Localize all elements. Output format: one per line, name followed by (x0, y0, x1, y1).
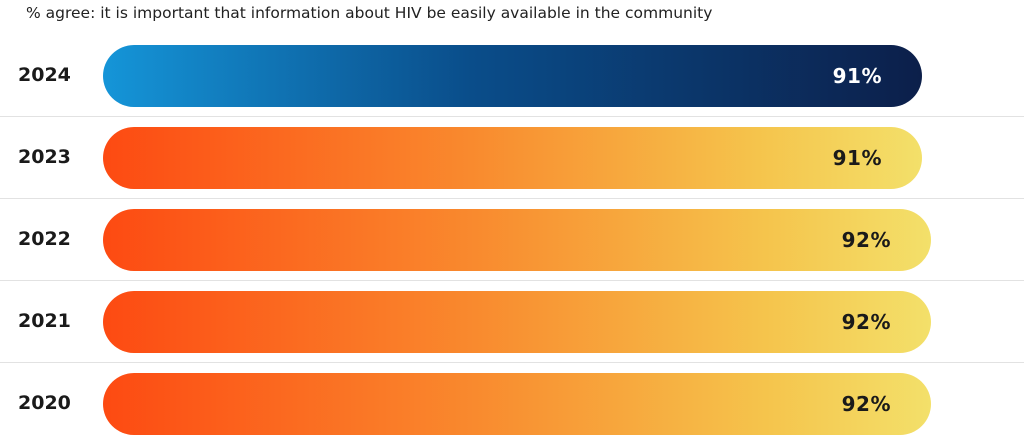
bar-value-label: 92% (841, 310, 891, 334)
bar-value-label: 92% (841, 228, 891, 252)
bar-row: 2020 92% (0, 362, 1024, 444)
bar-row: 2022 92% (0, 198, 1024, 281)
bar: 91% (103, 127, 922, 189)
bar: 92% (103, 373, 931, 435)
year-label: 2022 (18, 228, 71, 250)
bar-value-label: 92% (841, 392, 891, 416)
year-label: 2024 (18, 64, 71, 86)
bar: 91% (103, 45, 922, 107)
bar-row: 2023 91% (0, 116, 1024, 199)
bar-row: 2024 91% (0, 34, 1024, 117)
year-label: 2023 (18, 146, 71, 168)
year-label: 2021 (18, 310, 71, 332)
bar-row: 2021 92% (0, 280, 1024, 363)
bar: 92% (103, 209, 931, 271)
chart-title: % agree: it is important that informatio… (26, 4, 713, 22)
year-label: 2020 (18, 392, 71, 414)
bar-chart: 2024 91% 2023 91% 2022 92% 2021 92% 2020 92% (0, 34, 1024, 448)
bar: 92% (103, 291, 931, 353)
bar-value-label: 91% (832, 146, 882, 170)
bar-value-label: 91% (832, 64, 882, 88)
